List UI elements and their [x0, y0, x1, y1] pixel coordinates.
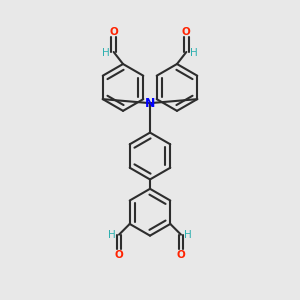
- Text: H: H: [184, 230, 192, 240]
- Text: H: H: [102, 48, 110, 58]
- Text: H: H: [108, 230, 116, 240]
- Text: O: O: [182, 27, 191, 37]
- Text: N: N: [145, 97, 155, 110]
- Text: O: O: [177, 250, 185, 260]
- Text: O: O: [115, 250, 123, 260]
- Text: O: O: [109, 27, 118, 37]
- Text: H: H: [190, 48, 198, 58]
